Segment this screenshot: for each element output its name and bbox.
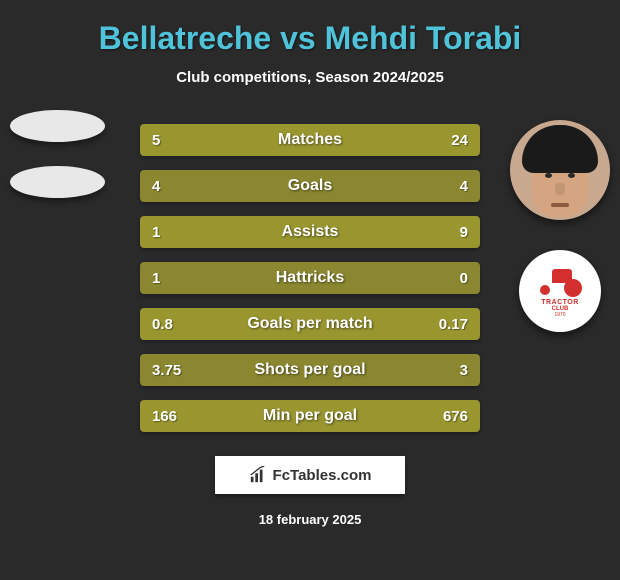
stat-row-matches: 5 Matches 24	[140, 124, 480, 156]
stat-row-assists: 1 Assists 9	[140, 216, 480, 248]
tractor-icon	[538, 269, 582, 295]
stat-left-value: 1	[152, 224, 160, 241]
stat-left-value: 5	[152, 132, 160, 149]
stat-left-value: 3.75	[152, 362, 181, 379]
club-logo: TRACTOR CLUB 1970	[519, 250, 601, 332]
page-subtitle: Club competitions, Season 2024/2025	[0, 69, 620, 86]
stat-row-hattricks: 1 Hattricks 0	[140, 262, 480, 294]
chart-icon	[249, 466, 267, 484]
stats-list: 5 Matches 24 4 Goals 4 1 Assists 9 1 Hat…	[140, 124, 480, 432]
stat-label: Min per goal	[140, 407, 480, 425]
stat-row-min-per-goal: 166 Min per goal 676	[140, 400, 480, 432]
right-player-avatars: TRACTOR CLUB 1970	[510, 120, 610, 332]
stat-row-goals-per-match: 0.8 Goals per match 0.17	[140, 308, 480, 340]
club-year: 1970	[554, 312, 565, 318]
date-text: 18 february 2025	[0, 512, 620, 527]
club-logo-placeholder	[10, 166, 105, 198]
stat-label: Hattricks	[140, 269, 480, 287]
stat-right-value: 676	[443, 408, 468, 425]
stat-right-value: 0.17	[439, 316, 468, 333]
stat-left-value: 0.8	[152, 316, 173, 333]
club-name-top: TRACTOR	[541, 299, 579, 306]
stat-label: Goals per match	[140, 315, 480, 333]
branding-badge[interactable]: FcTables.com	[215, 456, 405, 494]
left-player-avatars	[10, 110, 105, 198]
stat-row-shots-per-goal: 3.75 Shots per goal 3	[140, 354, 480, 386]
stat-left-value: 1	[152, 270, 160, 287]
stat-right-value: 9	[460, 224, 468, 241]
stat-label: Goals	[140, 177, 480, 195]
stat-left-value: 4	[152, 178, 160, 195]
stat-row-goals: 4 Goals 4	[140, 170, 480, 202]
player-photo-placeholder	[10, 110, 105, 142]
stat-label: Shots per goal	[140, 361, 480, 379]
page-title: Bellatreche vs Mehdi Torabi	[0, 20, 620, 57]
player-face-icon	[532, 147, 588, 217]
stat-label: Assists	[140, 223, 480, 241]
comparison-widget: Bellatreche vs Mehdi Torabi Club competi…	[0, 0, 620, 580]
stat-label: Matches	[140, 131, 480, 149]
player-photo	[510, 120, 610, 220]
stat-right-value: 0	[460, 270, 468, 287]
stat-right-value: 24	[451, 132, 468, 149]
branding-text: FcTables.com	[273, 467, 372, 484]
stat-right-value: 4	[460, 178, 468, 195]
stat-left-value: 166	[152, 408, 177, 425]
stat-right-value: 3	[460, 362, 468, 379]
